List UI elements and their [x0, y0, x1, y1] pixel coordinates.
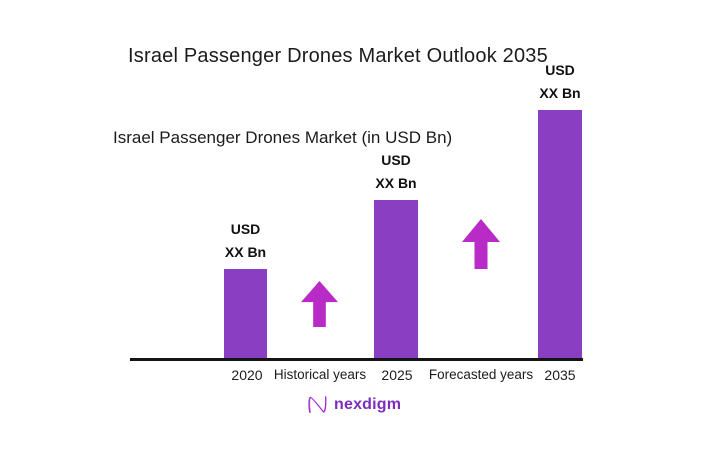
logo-text: nexdigm — [334, 395, 402, 413]
bar-value-label-2020: USD XX Bn — [224, 221, 267, 260]
x-axis-label-2025: 2025 — [381, 367, 413, 383]
growth-arrow-icon-1 — [301, 281, 338, 327]
x-axis-label-2020: 2020 — [231, 367, 263, 383]
chart-subtitle: Israel Passenger Drones Market (in USD B… — [113, 128, 453, 147]
bar-2020 — [224, 269, 267, 358]
bar-value-label-2025: USD XX Bn — [375, 152, 417, 191]
x-axis-label-forecasted-years: Forecasted years — [428, 367, 534, 382]
x-axis-label-2035: 2035 — [544, 367, 576, 383]
bar-value-label-2035: USD XX Bn — [539, 62, 581, 101]
nexdigm-logo-icon — [306, 392, 329, 417]
x-axis-line — [130, 358, 583, 361]
x-axis-label-historical-years: Historical years — [273, 367, 367, 382]
chart-title: Israel Passenger Drones Market Outlook 2… — [128, 45, 548, 67]
bar-2035 — [538, 110, 582, 358]
bar-2025 — [374, 200, 418, 358]
nexdigm-logo: nexdigm — [306, 392, 401, 417]
growth-arrow-icon-2 — [462, 219, 500, 269]
